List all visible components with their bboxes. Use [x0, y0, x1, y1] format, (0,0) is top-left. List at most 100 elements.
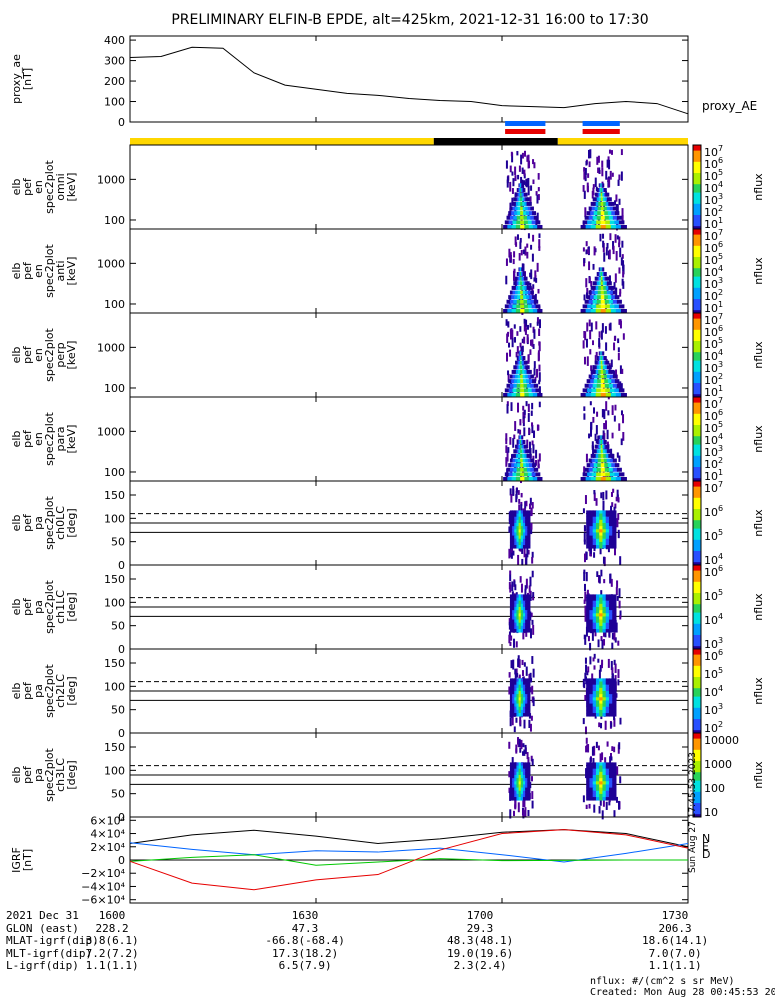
heatmap-cell — [602, 678, 607, 682]
igrf-legend-N: N — [702, 832, 710, 845]
heatmap-cell — [508, 463, 513, 468]
heatmap-cell — [596, 383, 602, 388]
heatmap-cell — [515, 365, 518, 370]
colorbar-swatch — [693, 786, 701, 790]
heatmap-cell — [521, 267, 524, 272]
heatmap-cell — [518, 706, 522, 711]
heatmap-cell — [605, 535, 610, 540]
colorbar-swatch — [693, 803, 701, 807]
heatmap-cell — [588, 215, 594, 220]
heatmap-cell — [608, 691, 614, 695]
heatmap-cell — [527, 616, 531, 620]
heatmap-cell — [595, 321, 598, 330]
heatmap-cell — [522, 616, 527, 620]
heatmap-cell — [586, 781, 591, 785]
colorbar-tick-label: 103 — [704, 360, 723, 375]
heatmap-cell — [528, 393, 534, 397]
colorbar-swatch — [693, 749, 701, 754]
heatmap-cell — [512, 510, 516, 514]
heatmap-cell — [602, 594, 607, 598]
colorbar-swatch — [693, 416, 701, 420]
heatmap-cell — [517, 490, 520, 495]
heatmap-cell — [523, 188, 526, 193]
heatmap-cell — [520, 206, 524, 211]
heatmap-cell — [527, 403, 530, 413]
heatmap-cell — [608, 281, 612, 286]
heatmap-cell — [614, 273, 617, 283]
heatmap-cell — [611, 172, 614, 177]
heatmap-cell — [517, 402, 520, 413]
heatmap-cell — [608, 510, 614, 514]
heatmap-cell — [595, 393, 602, 397]
heatmap-cell — [602, 532, 607, 536]
heatmap-cell — [514, 793, 518, 798]
colorbar-swatch — [693, 475, 701, 479]
heatmap-cell — [516, 678, 520, 682]
heatmap-cell — [526, 281, 530, 286]
heatmap-cell — [512, 713, 516, 717]
heatmap-cell — [507, 370, 510, 376]
heatmap-cell — [590, 393, 597, 397]
heatmap-cell — [601, 323, 604, 333]
heatmap-cell — [602, 197, 606, 202]
colorbar-swatch — [693, 587, 701, 591]
heatmap-cell — [592, 765, 597, 770]
heatmap-cell — [528, 453, 532, 458]
heatmap-cell — [602, 691, 607, 695]
heatmap-cell — [513, 580, 516, 586]
heatmap-cell — [587, 666, 590, 673]
colorbar-swatch — [693, 290, 701, 294]
heatmap-cell — [518, 610, 522, 614]
heatmap-cell — [614, 220, 620, 225]
heatmap-cell — [516, 681, 520, 686]
ytick-label: 100 — [104, 466, 125, 479]
heatmap-cell — [527, 694, 531, 698]
heatmap-cell — [587, 249, 590, 255]
heatmap-cell — [521, 192, 524, 197]
heatmap-cell — [612, 775, 617, 779]
footer-cell: 1700 — [466, 909, 494, 922]
heatmap-cell — [517, 737, 520, 745]
heatmap-cell — [600, 663, 603, 669]
heatmap-cell — [593, 463, 599, 468]
heatmap-cell — [509, 383, 515, 388]
heatmap-cell — [520, 603, 524, 608]
heatmap-cell — [612, 778, 617, 782]
colorbar-swatch — [693, 677, 701, 681]
heatmap-cell — [595, 622, 601, 627]
heatmap-cell — [580, 393, 587, 397]
colorbar-swatch — [693, 145, 701, 149]
heatmap-cell — [612, 610, 617, 614]
heatmap-cell — [518, 709, 522, 714]
heatmap-cell — [525, 629, 529, 633]
heatmap-cell — [520, 778, 524, 782]
heatmap-cell — [512, 607, 516, 611]
heatmap-cell — [509, 519, 514, 524]
science-zone-blue — [505, 121, 546, 126]
heatmap-cell — [530, 458, 534, 463]
proxy_ae-frame — [129, 35, 689, 123]
heatmap-cell — [590, 463, 595, 468]
heatmap-cell — [599, 440, 602, 445]
heatmap-cell — [605, 532, 610, 536]
heatmap-cell — [595, 684, 601, 689]
heatmap-cell — [526, 439, 529, 449]
heatmap-cell — [509, 570, 512, 575]
heatmap-cell — [514, 379, 519, 384]
heatmap-cell — [595, 498, 598, 506]
footer-cell: 19.0(19.6) — [447, 946, 514, 960]
heatmap-cell — [511, 211, 516, 216]
heatmap-cell — [520, 597, 524, 602]
heatmap-cell — [528, 673, 531, 681]
heatmap-cell — [592, 778, 597, 782]
colorbar-swatch — [693, 467, 701, 471]
heatmap-cell — [515, 360, 518, 365]
heatmap-cell — [588, 383, 594, 388]
heatmap-cell — [520, 678, 524, 682]
colorbar-swatch — [693, 615, 701, 619]
heatmap-cell — [518, 594, 522, 598]
heatmap-cell — [509, 467, 515, 472]
heatmap-cell — [595, 285, 600, 290]
heatmap-cell — [592, 600, 597, 605]
heatmap-cell — [532, 668, 535, 678]
